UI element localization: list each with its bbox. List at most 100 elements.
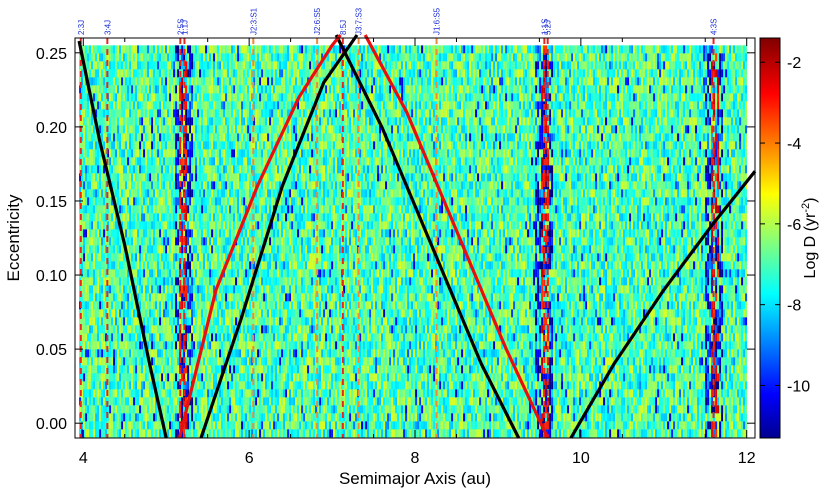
heatmap-cells bbox=[481, 133, 484, 142]
heatmap-cells bbox=[663, 181, 670, 190]
heatmap-cells bbox=[717, 141, 720, 150]
heatmap-cells bbox=[623, 141, 626, 150]
heatmap-cells bbox=[291, 125, 294, 134]
heatmap-cells bbox=[493, 133, 496, 142]
heatmap-cells bbox=[337, 133, 340, 142]
heatmap-cells bbox=[713, 141, 716, 150]
heatmap-cells bbox=[157, 53, 256, 62]
heatmap-cells bbox=[683, 181, 686, 190]
heatmap-cells bbox=[475, 125, 478, 134]
heatmap-cells bbox=[151, 93, 154, 102]
heatmap-cells bbox=[93, 45, 96, 54]
heatmap-cells bbox=[539, 85, 542, 94]
heatmap-cells bbox=[723, 109, 726, 118]
heatmap-cells bbox=[695, 205, 698, 214]
heatmap-cells bbox=[243, 109, 246, 118]
heatmap-cells bbox=[529, 45, 532, 54]
heatmap-cells bbox=[631, 181, 634, 190]
heatmap-cells bbox=[177, 117, 180, 126]
heatmap-cells bbox=[635, 69, 638, 78]
heatmap-cells bbox=[469, 157, 472, 166]
heatmap-cells bbox=[145, 173, 148, 182]
heatmap-cells bbox=[619, 77, 622, 86]
heatmap-cells bbox=[181, 133, 184, 142]
heatmap-cells bbox=[389, 69, 392, 78]
heatmap-cells bbox=[323, 109, 326, 118]
heatmap-cells bbox=[221, 165, 224, 174]
heatmap-cells bbox=[705, 77, 708, 86]
heatmap-cells bbox=[355, 133, 358, 142]
heatmap-cells bbox=[153, 93, 156, 102]
heatmap-cells bbox=[187, 165, 190, 174]
heatmap-cells bbox=[423, 205, 426, 214]
heatmap-cells bbox=[445, 173, 448, 182]
heatmap-cells bbox=[347, 157, 350, 166]
heatmap-cells bbox=[199, 85, 202, 94]
heatmap-cells bbox=[285, 205, 288, 214]
heatmap-cells bbox=[279, 213, 282, 222]
heatmap-cells bbox=[469, 77, 472, 86]
heatmap-cells bbox=[123, 205, 126, 214]
heatmap-cells bbox=[433, 149, 436, 158]
heatmap-cells bbox=[679, 77, 682, 86]
heatmap-cells bbox=[425, 85, 428, 94]
heatmap-cells bbox=[729, 181, 732, 190]
heatmap-cells bbox=[535, 157, 538, 166]
heatmap-cells bbox=[143, 93, 146, 102]
heatmap-cells bbox=[271, 133, 274, 142]
heatmap-cells bbox=[719, 165, 722, 174]
heatmap-cells bbox=[703, 165, 706, 174]
heatmap-cells bbox=[535, 101, 538, 110]
heatmap-cells bbox=[663, 157, 666, 166]
heatmap-cells bbox=[733, 221, 736, 230]
heatmap-cells bbox=[349, 181, 352, 190]
heatmap-cells bbox=[465, 53, 468, 62]
heatmap-cells bbox=[181, 189, 184, 198]
heatmap-cells bbox=[515, 53, 518, 62]
heatmap-cells bbox=[349, 133, 352, 142]
heatmap-cells bbox=[367, 213, 370, 222]
heatmap-cells bbox=[457, 197, 460, 206]
heatmap-cells bbox=[97, 165, 100, 174]
heatmap-cells bbox=[143, 181, 146, 190]
heatmap-cells bbox=[139, 165, 142, 174]
heatmap-cells bbox=[649, 205, 652, 214]
heatmap-cells bbox=[549, 77, 552, 86]
heatmap-cells bbox=[513, 173, 520, 182]
heatmap-cells bbox=[525, 221, 528, 230]
heatmap-cells bbox=[483, 85, 486, 94]
heatmap-cells bbox=[717, 205, 720, 214]
heatmap-cells bbox=[271, 109, 274, 118]
heatmap-cells bbox=[371, 205, 374, 214]
heatmap-cells bbox=[689, 213, 692, 222]
heatmap-cells bbox=[223, 189, 226, 198]
heatmap-cells bbox=[419, 205, 422, 214]
heatmap-cells bbox=[221, 101, 224, 110]
heatmap-cells bbox=[611, 189, 614, 198]
heatmap-cells bbox=[657, 213, 660, 222]
heatmap-cells bbox=[421, 45, 424, 54]
heatmap-cells bbox=[521, 117, 524, 126]
heatmap-cells bbox=[111, 165, 114, 174]
heatmap-cells bbox=[537, 141, 540, 150]
heatmap-cells bbox=[223, 45, 226, 54]
heatmap-cells bbox=[561, 173, 564, 182]
heatmap-cells bbox=[449, 69, 452, 78]
heatmap-cells bbox=[605, 213, 608, 222]
heatmap-cells bbox=[135, 173, 526, 182]
heatmap-cells bbox=[591, 149, 594, 158]
heatmap-cells bbox=[629, 157, 632, 166]
heatmap-cells bbox=[541, 61, 544, 70]
heatmap-cells bbox=[311, 85, 314, 94]
heatmap-cells bbox=[411, 109, 414, 118]
heatmap-cells bbox=[151, 181, 154, 190]
heatmap-cells bbox=[675, 125, 678, 134]
heatmap-cells bbox=[409, 133, 412, 142]
heatmap-cells bbox=[667, 221, 670, 230]
heatmap-cells bbox=[137, 125, 140, 134]
heatmap-cells bbox=[361, 117, 364, 126]
heatmap-cells bbox=[295, 45, 298, 54]
heatmap-cells bbox=[733, 157, 736, 166]
heatmap-cells bbox=[299, 85, 302, 94]
heatmap-cells bbox=[107, 141, 110, 150]
